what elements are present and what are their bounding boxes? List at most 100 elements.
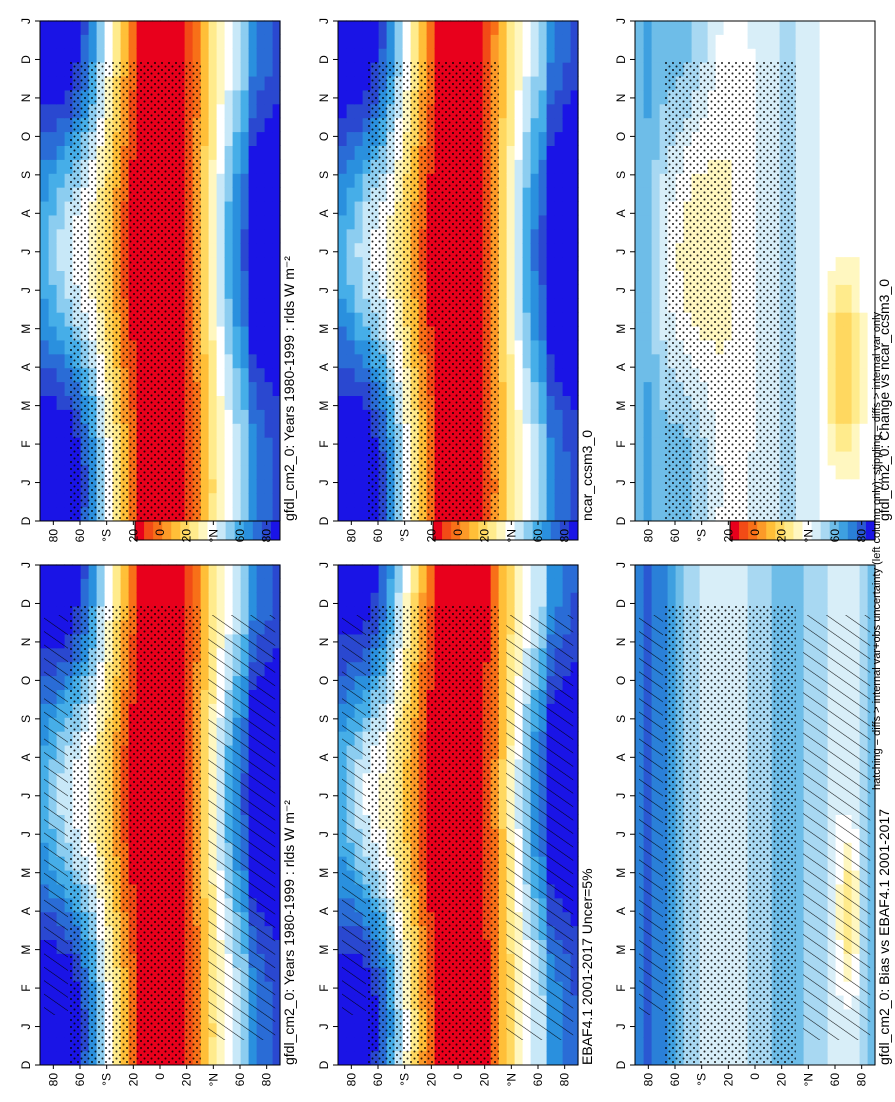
heatmap-cell [466, 34, 475, 49]
heatmap-cell [354, 284, 363, 299]
heatmap-cell [546, 131, 555, 146]
heatmap-cell [498, 953, 507, 968]
heatmap-cell [498, 145, 507, 160]
heatmap-cell [56, 353, 65, 369]
heatmap-cell [272, 145, 281, 160]
heatmap-cell [144, 20, 153, 35]
heatmap-cell [530, 492, 539, 508]
heatmap-cell [256, 159, 265, 174]
heatmap-cell [48, 284, 57, 299]
heatmap-cell [338, 284, 347, 299]
heatmap-cell [168, 564, 177, 579]
heatmap-cell [530, 242, 539, 258]
heatmap-cell [474, 34, 483, 49]
heatmap-cell [522, 298, 531, 313]
heatmap-cell [474, 564, 483, 579]
heatmap-cell [530, 437, 539, 452]
heatmap-cell [104, 20, 113, 35]
heatmap-cell [354, 228, 363, 244]
heatmap-cell [56, 34, 65, 49]
heatmap-cell [354, 242, 363, 258]
heatmap-cell [795, 967, 804, 982]
heatmap-cell [522, 353, 531, 369]
heatmap-cell [232, 578, 241, 593]
heatmap-cell [538, 34, 547, 49]
heatmap-cell [208, 284, 217, 299]
heatmap-cell [338, 1036, 347, 1052]
heatmap-cell [554, 48, 563, 63]
heatmap-cell [338, 89, 347, 105]
heatmap-cell [200, 1022, 209, 1038]
heatmap-cell [56, 339, 65, 355]
heatmap-cell [346, 578, 355, 593]
lat-tick-label: 60 [371, 529, 385, 543]
month-tick-label: D [317, 1060, 331, 1069]
lat-tick-label: 20 [478, 1073, 492, 1087]
heatmap-cell [48, 464, 57, 480]
heatmap-cell [112, 20, 121, 35]
heatmap-cell [354, 506, 363, 521]
heatmap-cell [208, 409, 217, 424]
heatmap-cell [354, 492, 363, 508]
heatmap-cell [498, 48, 507, 63]
heatmap-cell [240, 312, 249, 327]
heatmap-cell [272, 173, 281, 188]
heatmap-cell [96, 592, 105, 607]
heatmap-cell [562, 423, 571, 438]
heatmap-cell [40, 592, 49, 607]
heatmap-cell [200, 478, 209, 494]
month-tick-label: M [19, 945, 33, 955]
heatmap-cell [338, 159, 347, 174]
heatmap-cell [232, 381, 241, 396]
heatmap-cell [514, 506, 523, 521]
heatmap-cell [40, 284, 49, 299]
heatmap-cell [530, 270, 539, 285]
heatmap-cell [248, 173, 257, 188]
heatmap-cell [354, 395, 363, 410]
heatmap-cell [530, 145, 539, 160]
heatmap-cell [216, 353, 225, 369]
heatmap-cell [88, 592, 97, 607]
heatmap-cell [248, 506, 257, 521]
heatmap-cell [651, 1036, 660, 1052]
heatmap-cell [176, 48, 185, 63]
heatmap-cell [248, 450, 257, 466]
heatmap-cell [514, 270, 523, 285]
heatmap-cell [514, 464, 523, 480]
heatmap-cell [554, 478, 563, 494]
heatmap-cell [240, 564, 249, 579]
heatmap-cell [522, 34, 531, 49]
heatmap-cell [562, 506, 571, 521]
heatmap-cell [224, 478, 233, 494]
heatmap-cell [264, 450, 273, 466]
heatmap-cell [256, 409, 265, 424]
heatmap-cell [248, 367, 257, 383]
heatmap-cell [232, 145, 241, 160]
heatmap-cell [570, 75, 579, 91]
heatmap-cell [256, 492, 265, 508]
heatmap-cell [498, 187, 507, 202]
heatmap-cell [104, 48, 113, 63]
heatmap-cell [56, 284, 65, 299]
heatmap-cell [136, 48, 145, 63]
heatmap-cell [200, 953, 209, 968]
heatmap-cell [530, 464, 539, 480]
heatmap-cell [120, 20, 129, 35]
heatmap-cell [562, 187, 571, 202]
heatmap-cell [442, 592, 451, 607]
heatmap-cell [514, 228, 523, 244]
heatmap-cell [338, 506, 347, 521]
heatmap-cell [216, 492, 225, 508]
heatmap-cell [538, 353, 547, 369]
heatmap-cell [40, 298, 49, 313]
panels-layer: gfdl_cm2_0: Years 1980-1999 : rlds W m⁻²… [19, 18, 892, 1087]
heatmap-cell [554, 284, 563, 299]
heatmap-cell [354, 75, 363, 91]
heatmap-cell [240, 103, 249, 119]
heatmap-cell [272, 450, 281, 466]
heatmap-cell [160, 564, 169, 579]
heatmap-cell [354, 409, 363, 424]
heatmap-cell [216, 284, 225, 299]
heatmap-cell [240, 450, 249, 466]
heatmap-cell [272, 312, 281, 327]
